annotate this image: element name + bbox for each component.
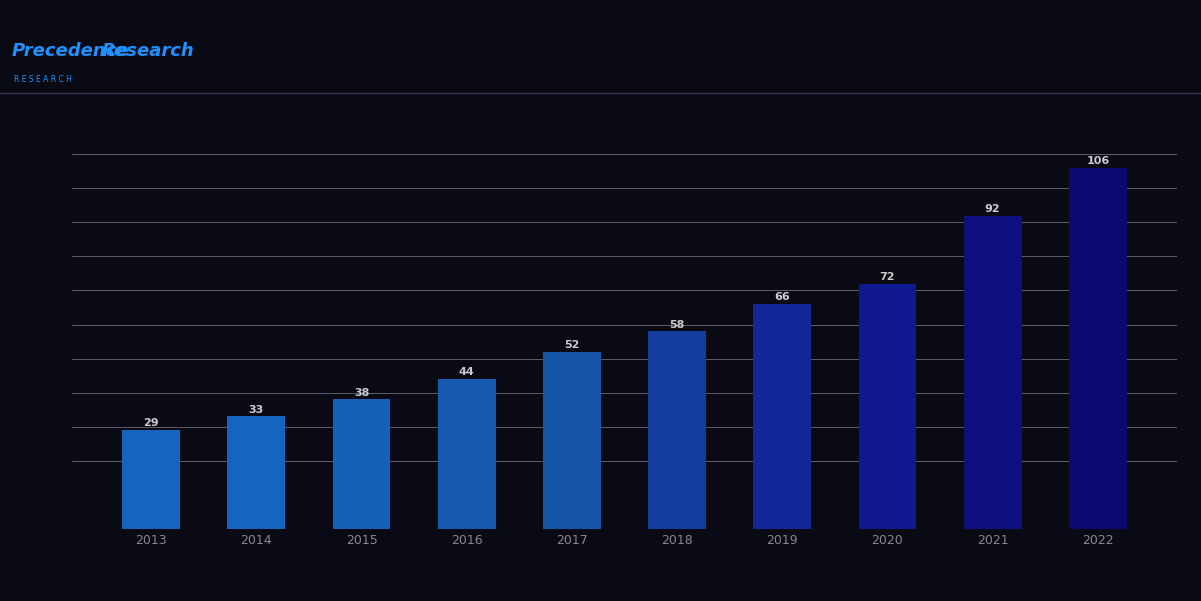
Bar — [753, 304, 811, 529]
Bar — [859, 284, 916, 529]
Text: 92: 92 — [985, 204, 1000, 214]
Text: R E S E A R C H: R E S E A R C H — [14, 75, 72, 84]
Text: 72: 72 — [879, 272, 895, 282]
Bar — [333, 400, 390, 529]
Text: Precedence: Precedence — [12, 42, 130, 60]
Bar — [438, 379, 496, 529]
Bar — [963, 216, 1022, 529]
Text: Research: Research — [102, 42, 195, 60]
Text: 38: 38 — [354, 388, 369, 398]
Bar — [227, 416, 286, 529]
Bar — [1069, 168, 1127, 529]
Text: 58: 58 — [669, 320, 685, 329]
Text: 29: 29 — [143, 418, 159, 429]
Text: 66: 66 — [775, 293, 790, 302]
Text: 44: 44 — [459, 367, 474, 377]
Text: 52: 52 — [564, 340, 580, 350]
Bar — [123, 430, 180, 529]
Text: 106: 106 — [1086, 156, 1110, 166]
Bar — [543, 352, 600, 529]
Bar — [649, 331, 706, 529]
Text: 33: 33 — [249, 405, 264, 415]
